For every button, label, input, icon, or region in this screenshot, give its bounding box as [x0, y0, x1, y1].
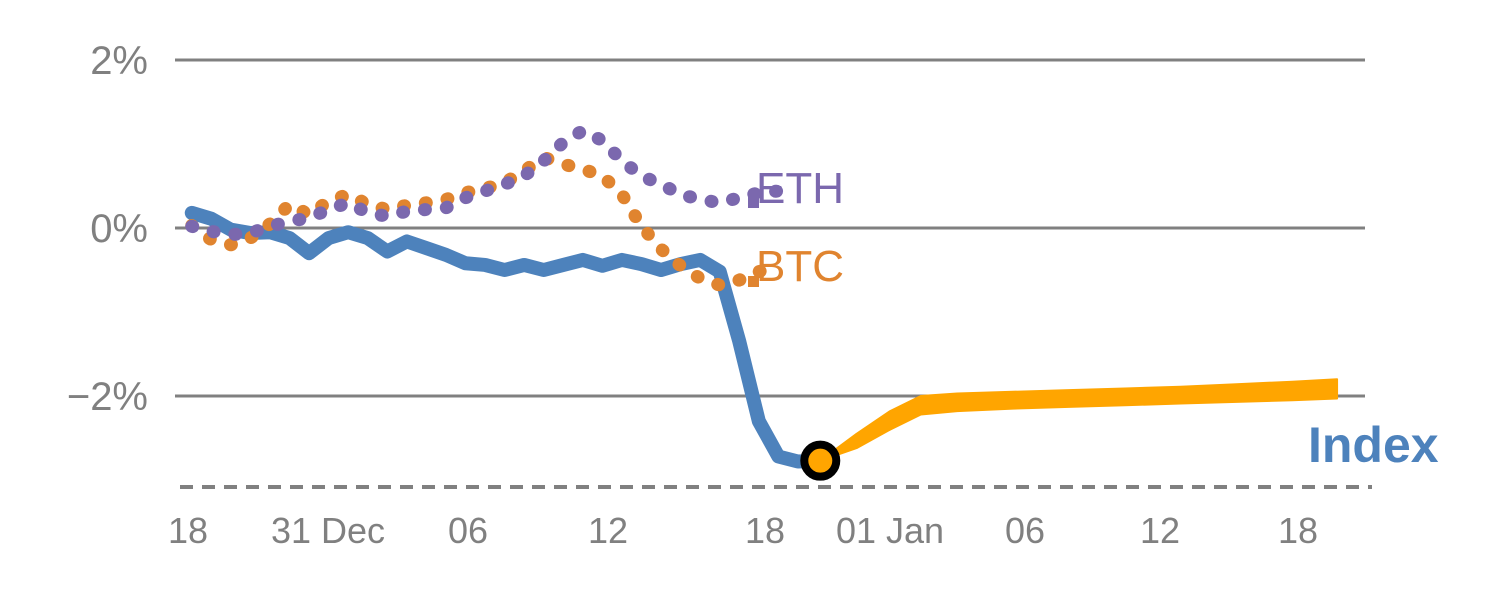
- forecast-range-polygon: [819, 378, 1339, 462]
- x-tick-label: 06: [448, 510, 488, 551]
- y-tick-label: 2%: [90, 39, 148, 83]
- x-tick-label: 01 Jan: [836, 510, 944, 551]
- last-actual-marker[interactable]: [800, 440, 841, 481]
- series-label-eth: ETH: [756, 164, 844, 213]
- x-axis-labels: 18 31 Dec 06 12 18 01 Jan 06 12 18: [168, 510, 1318, 551]
- x-tick-label: 12: [1140, 510, 1180, 551]
- series-label-btc: BTC: [756, 242, 844, 291]
- x-tick-label: 12: [588, 510, 628, 551]
- y-axis-labels: 2% 0% −2%: [67, 39, 148, 419]
- series-label-dot-btc: [748, 276, 759, 287]
- series-label-dot-eth: [748, 197, 759, 208]
- x-tick-label: 18: [1278, 510, 1318, 551]
- x-tick-label: 18: [745, 510, 785, 551]
- x-axis-ticks: [188, 487, 1298, 505]
- x-tick-label: 18: [168, 510, 208, 551]
- series-label-index: Index: [1308, 417, 1439, 473]
- x-tick-label: 31 Dec: [271, 510, 385, 551]
- y-tick-label: 0%: [90, 207, 148, 251]
- series-lines: [184, 124, 828, 469]
- x-tick-label: 06: [1005, 510, 1045, 551]
- y-tick-label: −2%: [67, 375, 148, 419]
- forecast-band: [819, 378, 1339, 462]
- series-line-index: [184, 205, 828, 469]
- last-actual-point[interactable]: [800, 440, 841, 481]
- series-line-eth: [185, 124, 785, 242]
